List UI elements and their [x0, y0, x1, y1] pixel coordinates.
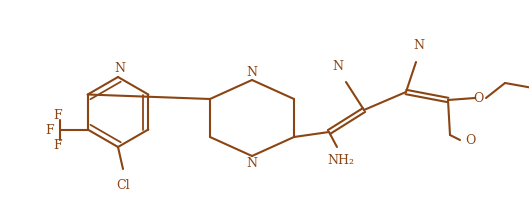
Text: O: O — [465, 134, 476, 146]
Text: N: N — [247, 157, 258, 170]
Text: O: O — [473, 91, 483, 105]
Text: F: F — [53, 109, 62, 122]
Text: F: F — [45, 124, 54, 137]
Text: Cl: Cl — [116, 179, 130, 192]
Text: N: N — [247, 66, 258, 79]
Text: F: F — [53, 139, 62, 152]
Text: N: N — [414, 39, 424, 52]
Text: N: N — [114, 62, 125, 75]
Text: NH₂: NH₂ — [327, 154, 354, 167]
Text: N: N — [333, 60, 343, 73]
